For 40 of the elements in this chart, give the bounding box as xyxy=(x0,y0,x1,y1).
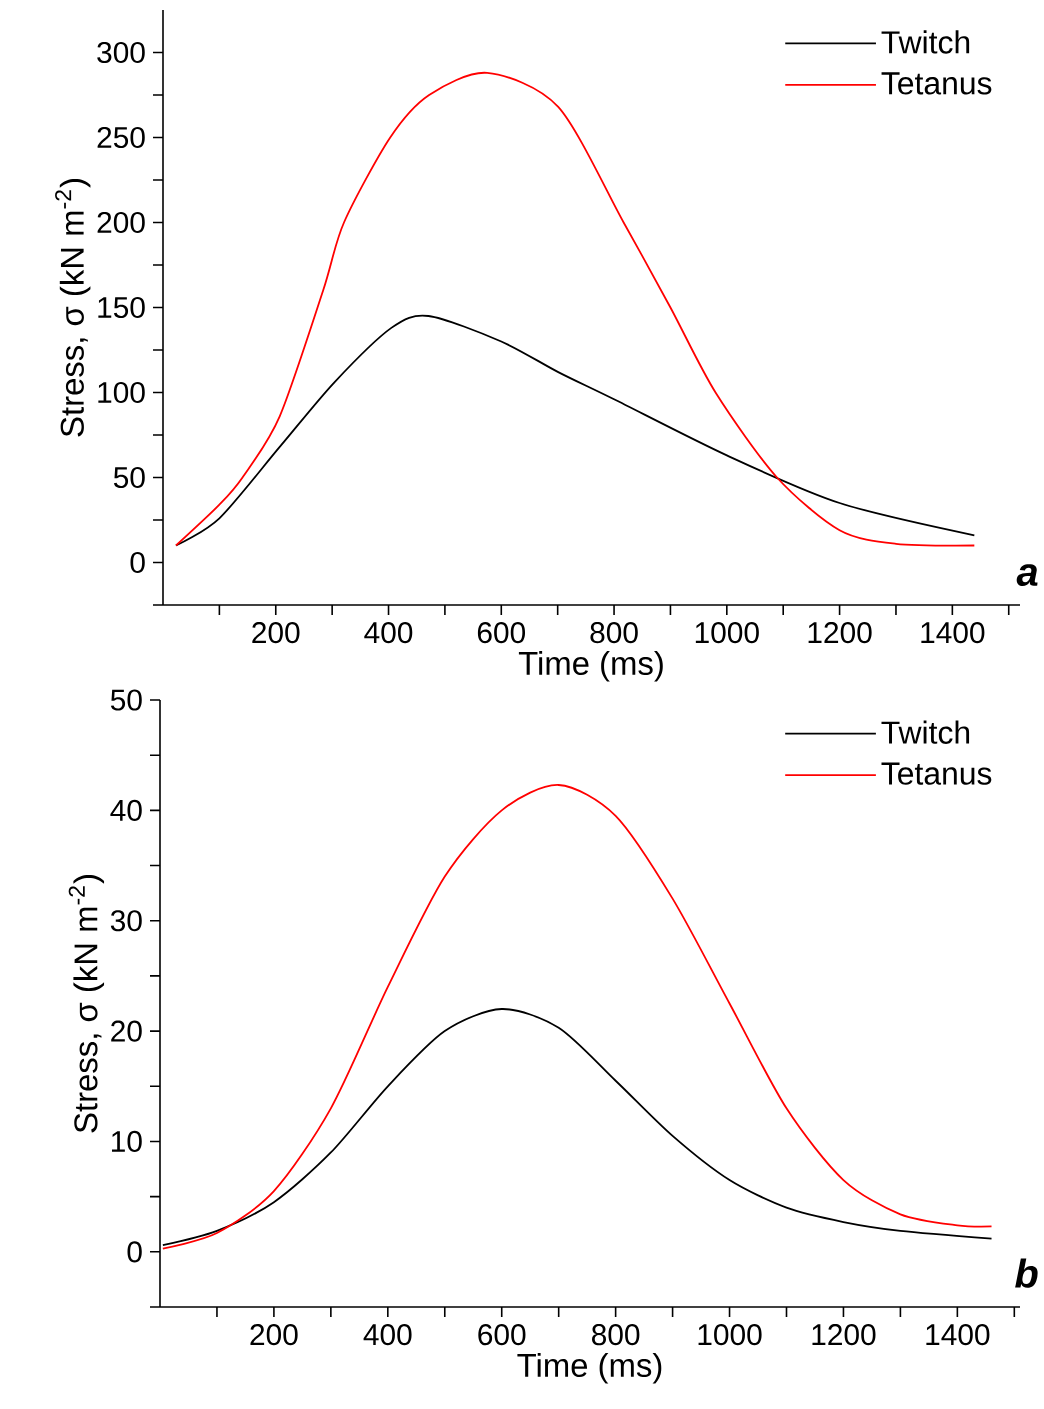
y-tick-label: 40 xyxy=(110,799,142,821)
x-tick-label: 1000 xyxy=(698,1324,762,1346)
y-tick-label: 10 xyxy=(112,1130,142,1153)
y-tick-label: 30 xyxy=(110,910,142,932)
y-tick-label: 100 xyxy=(98,381,145,404)
legend-label: Tetanus xyxy=(881,762,992,785)
line-series xyxy=(175,314,976,547)
x-tick-label: 600 xyxy=(477,622,526,644)
x-tick-label: 800 xyxy=(592,1324,640,1346)
legend-label: Twitch xyxy=(881,30,970,54)
x-tick-label: 400 xyxy=(364,622,413,644)
x-tick-label: 1400 xyxy=(926,1324,990,1346)
x-tick-label: 1200 xyxy=(808,622,872,644)
x-tick-label: 800 xyxy=(590,622,638,644)
line-series xyxy=(161,784,993,1250)
y-tick-label: 150 xyxy=(98,296,145,319)
line-series xyxy=(161,1008,993,1247)
legend-label: Tetanus xyxy=(881,72,992,95)
y-tick-label: 250 xyxy=(97,126,145,149)
legend-label: Twitch xyxy=(881,720,970,744)
annotation: a xyxy=(1016,564,1038,587)
x-tick-label: 200 xyxy=(250,1324,298,1346)
x-tick-label: 200 xyxy=(252,622,300,644)
x-tick-label: 1000 xyxy=(695,622,759,644)
y-tick-label: 300 xyxy=(97,41,145,64)
x-tick-label: 1200 xyxy=(812,1324,876,1346)
y-axis-title: Stress, σ (kN m$^{-2}$) xyxy=(68,875,105,1133)
x-axis-title: Time (ms) xyxy=(518,650,663,682)
y-tick-label: 0 xyxy=(127,1241,142,1263)
annotation: b xyxy=(1015,1258,1038,1288)
y-tick-label: 50 xyxy=(110,689,142,711)
y-axis-title: Stress, σ (kN m$^{-2}$) xyxy=(55,179,91,437)
y-tick-label: 200 xyxy=(97,211,145,234)
y-tick-label: 20 xyxy=(111,1020,142,1042)
x-tick-label: 400 xyxy=(363,1324,412,1346)
y-tick-label: 0 xyxy=(130,551,145,574)
x-tick-label: 1400 xyxy=(921,622,985,644)
x-axis-title: Time (ms) xyxy=(517,1352,662,1384)
y-tick-label: 50 xyxy=(113,466,145,489)
x-tick-label: 600 xyxy=(478,1324,526,1346)
